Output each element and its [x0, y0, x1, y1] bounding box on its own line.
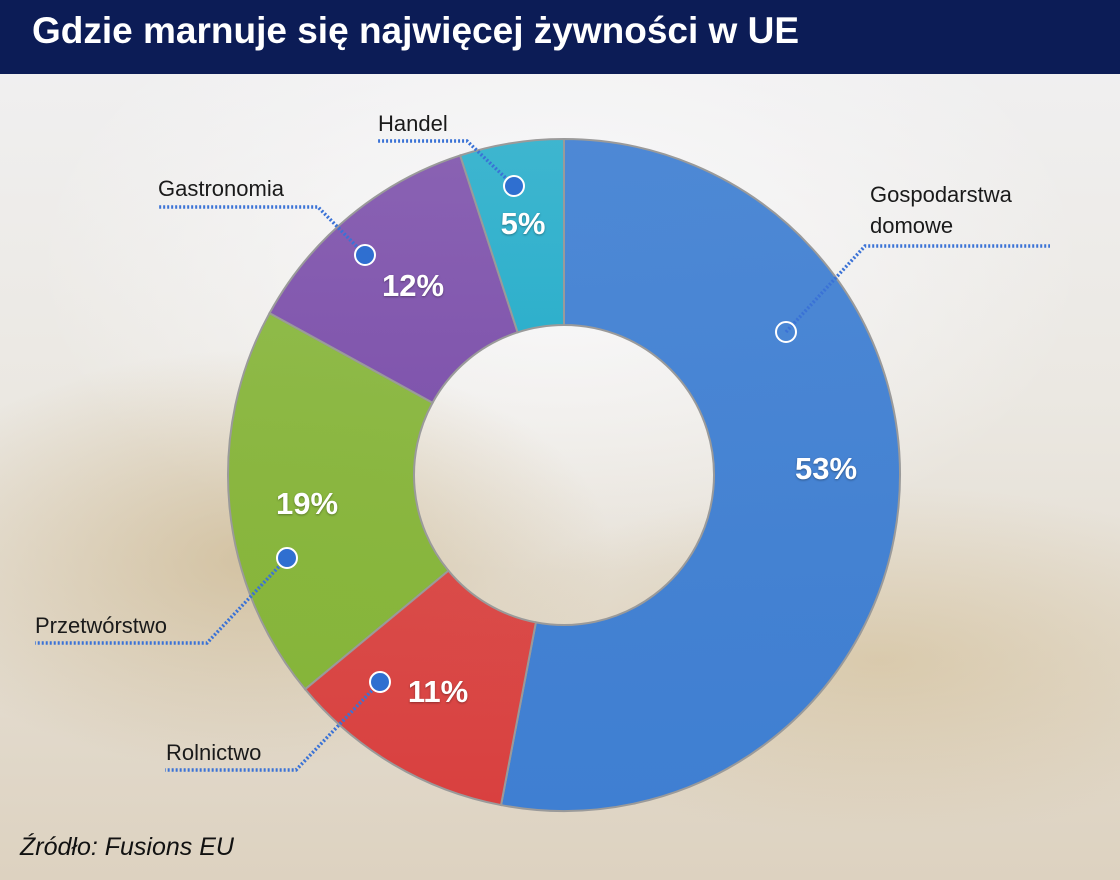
- slice-gastronomia: [268, 154, 519, 405]
- slice-rolnictwo: [303, 569, 538, 807]
- category-label-rolnictwo: Rolnictwo: [166, 740, 261, 765]
- category-label-gastronomia: Gastronomia: [158, 176, 285, 201]
- slice-gospodarstwa-domowe: [499, 137, 901, 812]
- category-labels: Gospodarstwa domowe Rolnictwo Przetwórstwo G…: [35, 111, 1013, 765]
- category-label-przetworstwo: Przetwórstwo: [35, 613, 167, 638]
- leader-line-przetworstwo: [35, 556, 289, 645]
- donut-slices: [227, 137, 901, 812]
- leader-dot-gastronomia: [354, 244, 376, 266]
- slice-przetworstwo: [227, 311, 450, 691]
- leader-dot-gospodarstwa-domowe: [775, 321, 797, 343]
- source-note: Źródło: Fusions EU: [20, 833, 234, 861]
- value-label-gospodarstwa-domowe: 53%: [795, 451, 857, 486]
- value-label-gastronomia: 12%: [382, 268, 444, 303]
- title-bar: Gdzie marnuje się najwięcej żywności w U…: [0, 0, 1120, 74]
- value-label-handel: 5%: [501, 206, 546, 241]
- value-labels: 53% 11% 19% 12% 5%: [276, 206, 857, 709]
- slice-handel: [458, 137, 565, 334]
- leader-line-rolnictwo: [165, 680, 382, 772]
- chart-title: Gdzie marnuje się najwięcej żywności w U…: [32, 10, 799, 51]
- value-label-przetworstwo: 19%: [276, 486, 338, 521]
- leader-dot-rolnictwo: [369, 671, 391, 693]
- leader-line-gastronomia: [158, 205, 367, 257]
- category-label-gospodarstwa-domowe: Gospodarstwa domowe: [870, 182, 1013, 238]
- leader-dot-handel: [503, 175, 525, 197]
- leader-lines: [35, 139, 1050, 772]
- leader-dot-przetworstwo: [276, 547, 298, 569]
- category-label-handel: Handel: [378, 111, 448, 136]
- leader-line-gospodarstwa-domowe: [784, 244, 1050, 334]
- value-label-rolnictwo: 11%: [408, 674, 468, 709]
- leader-line-handel: [378, 139, 516, 188]
